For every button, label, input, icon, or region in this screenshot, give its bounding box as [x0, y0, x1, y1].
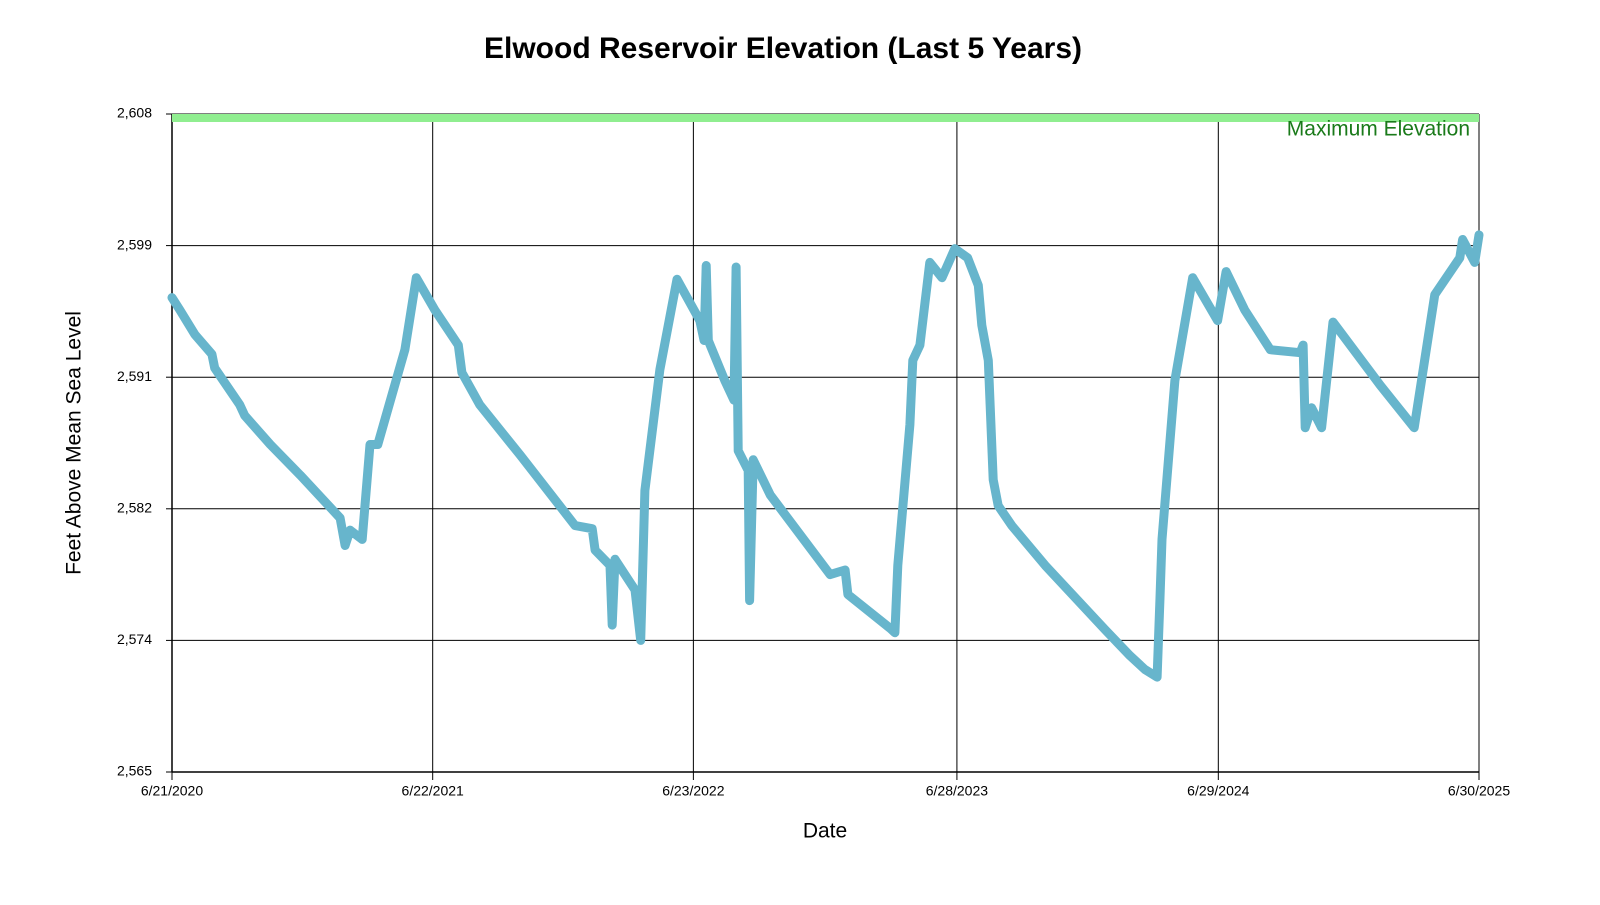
y-tick-label: 2,599 — [117, 236, 152, 252]
elevation-line — [167, 230, 1484, 682]
x-tick-label: 6/28/2023 — [926, 783, 988, 799]
x-tick-label: 6/30/2025 — [1448, 783, 1510, 799]
max-elevation-band — [172, 114, 1479, 122]
y-tick-label: 2,591 — [117, 368, 152, 384]
chart-title: Elwood Reservoir Elevation (Last 5 Years… — [484, 32, 1082, 65]
x-tick-label: 6/29/2024 — [1187, 783, 1249, 799]
x-tick-label: 6/21/2020 — [141, 783, 203, 799]
x-axis-label: Date — [803, 820, 847, 843]
x-tick-label: 6/22/2021 — [402, 783, 464, 799]
x-tick-label: 6/23/2022 — [662, 783, 724, 799]
y-tick-label: 2,608 — [117, 105, 152, 121]
y-tick-label: 2,582 — [117, 500, 152, 516]
y-axis-label: Feet Above Mean Sea Level — [63, 311, 86, 575]
y-tick-label: 2,574 — [117, 631, 152, 647]
max-elevation-label: Maximum Elevation — [1287, 118, 1470, 141]
y-tick-label: 2,565 — [117, 763, 152, 779]
